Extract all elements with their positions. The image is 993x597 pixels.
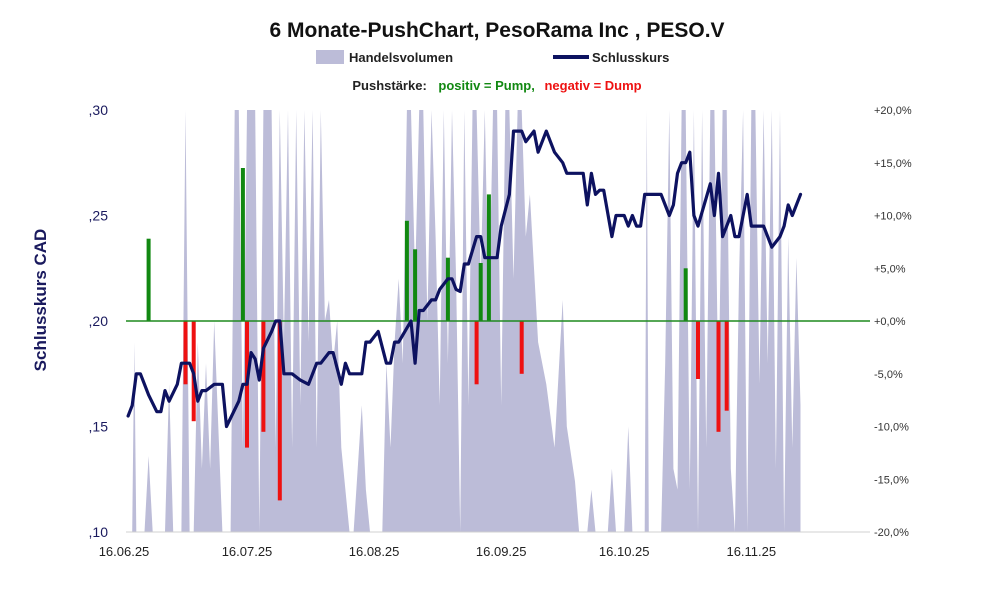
y-tick-right-4: +0,0% xyxy=(874,316,906,328)
y-axis-label: Schlusskurs CAD xyxy=(31,229,50,372)
dump-bar-17 xyxy=(724,321,729,411)
y-tick-right-3: +5,0% xyxy=(874,263,906,275)
legend-swatch-volume xyxy=(316,50,344,64)
dump-bar-16 xyxy=(716,321,721,432)
dump-bar-1 xyxy=(183,321,188,385)
y-tick-left-3: ,15 xyxy=(89,419,109,435)
y-tick-right-2: +10,0% xyxy=(874,211,912,223)
y-axis-right-ticks: +20,0% +15,0% +10,0% +5,0% +0,0% -5,0% -10,0% -… xyxy=(874,105,912,539)
pump-bar-9 xyxy=(445,257,450,321)
x-tick-1: 16.07.25 xyxy=(222,544,273,559)
x-tick-0: 16.06.25 xyxy=(99,544,150,559)
x-tick-2: 16.08.25 xyxy=(349,544,400,559)
close-line-layer xyxy=(126,129,803,429)
dump-bar-13 xyxy=(519,321,524,374)
close-price-line xyxy=(126,129,803,429)
y-tick-left-0: ,30 xyxy=(89,102,109,118)
y-tick-left-1: ,25 xyxy=(89,208,109,224)
pump-bar-7 xyxy=(404,220,409,321)
y-tick-right-5: -5,0% xyxy=(874,369,903,381)
legend-label-close: Schlusskurs xyxy=(592,50,669,65)
dump-bar-6 xyxy=(277,321,282,501)
pump-bar-3 xyxy=(240,168,245,321)
push-positive-label: positiv = Pump, xyxy=(438,78,534,93)
y-tick-right-8: -20,0% xyxy=(874,527,909,539)
x-axis-ticks: 16.06.25 16.07.25 16.08.25 16.09.25 16.10.25… xyxy=(99,544,776,559)
y-tick-right-6: -10,0% xyxy=(874,422,909,434)
y-tick-right-1: +15,0% xyxy=(874,158,912,170)
push-legend: Pushstärke: positiv = Pump, negativ = Du… xyxy=(352,78,641,93)
pump-bar-14 xyxy=(683,268,688,322)
x-tick-5: 16.11.25 xyxy=(726,544,776,559)
y-tick-left-2: ,20 xyxy=(89,313,109,329)
chart-title: 6 Monate-PushChart, PesoRama Inc , PESO.… xyxy=(269,19,724,42)
legend-label-volume: Handelsvolumen xyxy=(349,50,453,65)
x-tick-4: 16.10.25 xyxy=(599,544,650,559)
pump-bar-11 xyxy=(478,263,483,321)
y-tick-left-4: ,10 xyxy=(89,524,109,540)
x-tick-3: 16.09.25 xyxy=(476,544,527,559)
pump-bar-0 xyxy=(146,238,151,321)
push-negative-label: negativ = Dump xyxy=(544,78,641,93)
legend: Handelsvolumen Schlusskurs xyxy=(316,50,669,65)
y-axis-left-ticks: ,30 ,25 ,20 ,15 ,10 xyxy=(89,102,109,540)
y-tick-right-7: -15,0% xyxy=(874,474,909,486)
dump-bar-5 xyxy=(261,321,266,432)
dump-bar-15 xyxy=(696,321,700,379)
dump-bar-10 xyxy=(474,321,479,385)
y-tick-right-0: +20,0% xyxy=(874,105,912,117)
push-label: Pushstärke: xyxy=(352,78,426,93)
pump-bar-8 xyxy=(413,249,418,321)
